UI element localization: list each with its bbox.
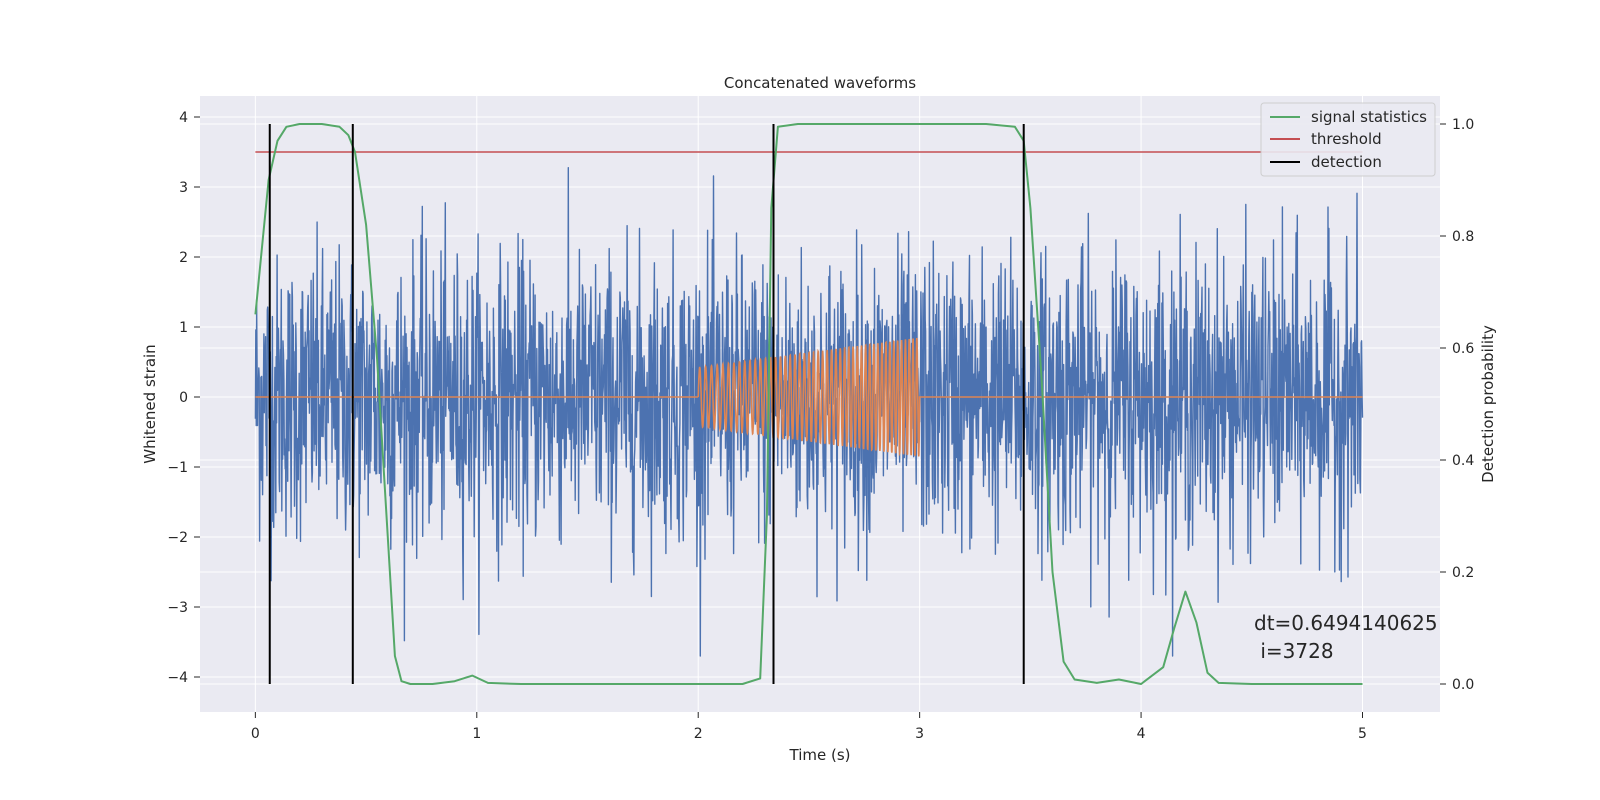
y2-tick-label: 1.0 (1452, 117, 1474, 133)
legend-label-threshold: threshold (1311, 130, 1382, 148)
y2-tick-label: 0.6 (1452, 341, 1474, 357)
y-tick-label: 2 (179, 250, 188, 266)
x-tick-label: 0 (251, 726, 260, 742)
y2-tick-label: 0.2 (1452, 565, 1474, 581)
x-tick-label: 1 (472, 726, 481, 742)
x-tick-label: 5 (1358, 726, 1367, 742)
y2-tick-label: 0.4 (1452, 453, 1474, 469)
y-tick-label: 0 (179, 390, 188, 406)
y-tick-label: 3 (179, 180, 188, 196)
strain-line (254, 167, 1364, 657)
chart-title: Concatenated waveforms (724, 74, 916, 92)
signal-statistics-line (254, 123, 1363, 685)
annotation-i: i=3728 (1254, 639, 1334, 663)
x-tick-label: 4 (1137, 726, 1146, 742)
annotation-dt: dt=0.6494140625 (1254, 611, 1438, 635)
x-axis-ticks: 0 1 2 3 4 5 (251, 712, 1367, 742)
y-axis-ticks: 4 3 2 1 0 −1 −2 −3 −4 (167, 110, 200, 686)
signal-statistics-series (254, 123, 1363, 685)
y-tick-label: −3 (167, 600, 188, 616)
legend-box (1260, 102, 1436, 177)
legend: signal statistics threshold detection (1260, 102, 1436, 177)
template-line (255, 337, 1363, 457)
y-axis-label: Whitened strain (141, 344, 159, 463)
y-tick-label: −4 (167, 670, 188, 686)
legend-label-signal-statistics: signal statistics (1311, 108, 1427, 126)
y2-tick-label: 0.0 (1452, 677, 1474, 693)
y2-axis-label: Detection probability (1479, 325, 1497, 483)
detection-series (268, 124, 1025, 684)
y-tick-label: 1 (179, 320, 188, 336)
y-tick-label: −2 (167, 530, 188, 546)
strain-series (254, 167, 1364, 657)
legend-label-detection: detection (1311, 153, 1382, 171)
y-tick-label: 4 (179, 110, 188, 126)
y2-tick-label: 0.8 (1452, 229, 1474, 245)
y2-axis-ticks: 1.0 0.8 0.6 0.4 0.2 0.0 (1440, 117, 1474, 693)
template-series (255, 337, 1363, 457)
y-tick-label: −1 (167, 460, 188, 476)
x-tick-label: 2 (694, 726, 703, 742)
x-axis-label: Time (s) (789, 746, 851, 764)
x-tick-label: 3 (915, 726, 924, 742)
